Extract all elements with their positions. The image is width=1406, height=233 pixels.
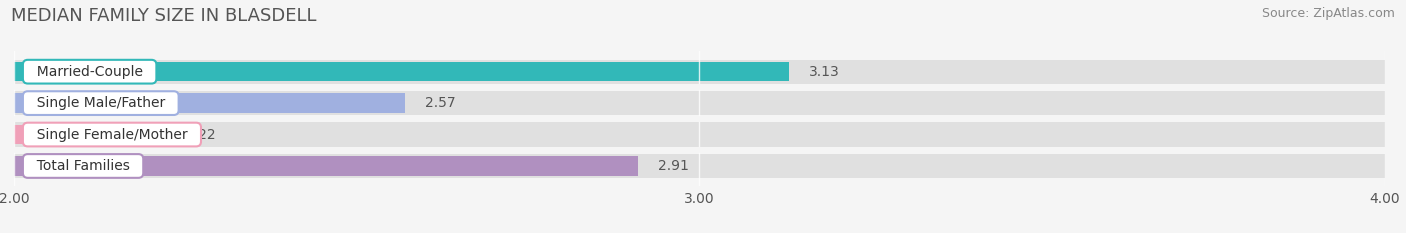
Text: Total Families: Total Families	[28, 159, 138, 173]
Bar	[14, 123, 1385, 147]
Text: 2.57: 2.57	[425, 96, 456, 110]
Bar	[14, 93, 405, 113]
Text: 2.91: 2.91	[658, 159, 689, 173]
Bar	[14, 62, 789, 81]
Bar	[14, 60, 1385, 84]
Text: MEDIAN FAMILY SIZE IN BLASDELL: MEDIAN FAMILY SIZE IN BLASDELL	[11, 7, 316, 25]
Text: Married-Couple: Married-Couple	[28, 65, 152, 79]
Bar	[14, 154, 1385, 178]
Text: 2.22: 2.22	[186, 127, 217, 141]
Text: Source: ZipAtlas.com: Source: ZipAtlas.com	[1261, 7, 1395, 20]
Bar	[14, 125, 165, 144]
Text: Single Male/Father: Single Male/Father	[28, 96, 174, 110]
Bar	[14, 156, 638, 176]
Text: Single Female/Mother: Single Female/Mother	[28, 127, 197, 141]
Text: 3.13: 3.13	[810, 65, 839, 79]
Bar	[14, 91, 1385, 115]
